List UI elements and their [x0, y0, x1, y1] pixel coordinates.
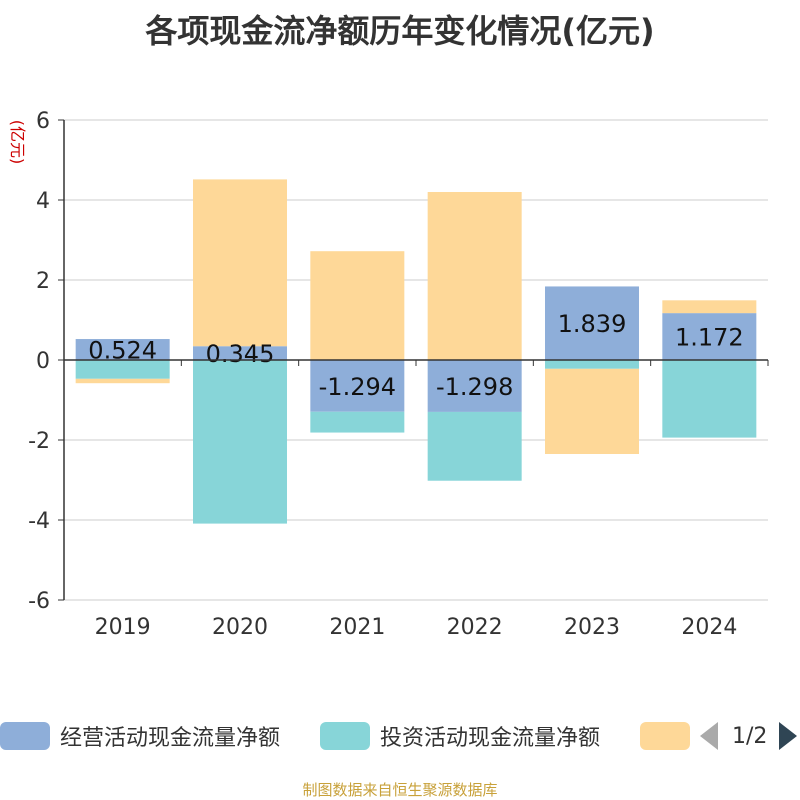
legend: 经营活动现金流量净额 投资活动现金流量净额 1/2 [0, 716, 800, 756]
data-label-2021: -1.294 [319, 373, 396, 401]
bar-1-2024 [662, 313, 757, 360]
bar-2-2019 [75, 360, 170, 379]
y-tick-label: -4 [28, 509, 50, 534]
legend-label-operating: 经营活动现金流量净额 [60, 726, 281, 751]
bar-3-2021 [310, 251, 405, 360]
y-tick-label: -2 [28, 429, 50, 454]
y-tick-label: 0 [36, 349, 50, 374]
legend-page-indicator: 1/2 [732, 723, 768, 749]
y-axis-title: (亿元) [8, 120, 27, 165]
x-tick-label-2019: 2019 [95, 615, 151, 640]
legend-item-investing[interactable]: 投资活动现金流量净额 [320, 716, 600, 756]
bar-1-2022 [427, 360, 522, 412]
x-tick-label-2021: 2021 [329, 615, 385, 640]
legend-item-operating[interactable]: 经营活动现金流量净额 [0, 716, 280, 756]
bar-3-2022 [427, 192, 522, 360]
legend-swatch-investing [320, 722, 370, 750]
x-tick-label-2020: 2020 [212, 615, 268, 640]
y-tick-label: -6 [28, 589, 50, 614]
chart-title: 各项现金流净额历年变化情况(亿元) [145, 12, 655, 50]
bar-3-2023 [545, 368, 639, 454]
y-tick-label: 2 [36, 269, 50, 294]
bar-3-2020 [193, 179, 287, 347]
legend-prev-page-icon[interactable] [700, 722, 718, 750]
bar-3-2024 [662, 300, 757, 314]
data-label-2023: 1.839 [558, 310, 627, 338]
x-tick-label-2022: 2022 [447, 615, 503, 640]
legend-label-investing: 投资活动现金流量净额 [380, 726, 601, 751]
bar-1-2023 [545, 286, 639, 360]
bar-1-2019 [75, 339, 170, 360]
bar-2-2020 [193, 360, 287, 524]
bar-2-2023 [545, 360, 639, 369]
data-label-2022: -1.298 [436, 373, 513, 401]
x-tick-label-2023: 2023 [564, 615, 620, 640]
data-label-2020: 0.345 [206, 340, 275, 368]
bar-2-2024 [662, 360, 757, 438]
legend-pager: 1/2 [700, 716, 798, 756]
data-label-2024: 1.172 [675, 324, 744, 352]
bar-2-2022 [427, 411, 522, 481]
legend-next-page-icon[interactable] [779, 722, 798, 750]
bar-3-2019 [75, 378, 170, 384]
bar-2-2021 [310, 411, 405, 433]
legend-swatch-financing [640, 722, 690, 750]
legend-item-financing[interactable] [640, 716, 700, 756]
bar-1-2020 [193, 346, 287, 360]
legend-swatch-operating [0, 722, 50, 750]
y-tick-label: 4 [36, 189, 50, 214]
bar-1-2021 [310, 360, 405, 412]
y-tick-label: 6 [36, 109, 50, 134]
x-tick-label-2024: 2024 [681, 615, 737, 640]
data-source-note: 制图数据来自恒生聚源数据库 [302, 781, 498, 799]
